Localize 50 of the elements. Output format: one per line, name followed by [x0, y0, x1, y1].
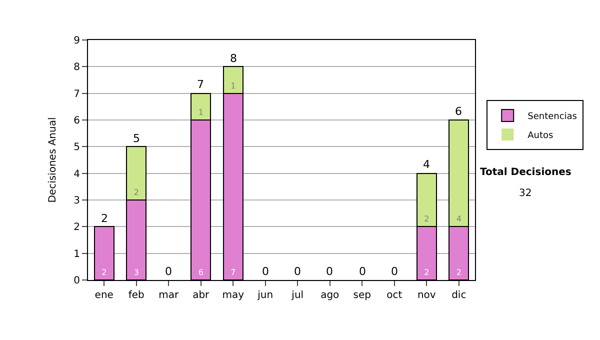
data-label: 7 [230, 268, 236, 277]
data-label: 1 [198, 108, 204, 117]
x-tick-label: ene [94, 290, 114, 301]
total-label: 4 [423, 158, 430, 171]
y-tick-label: 2 [74, 222, 80, 234]
x-tick-label: jul [290, 290, 304, 301]
y-tick-label: 4 [74, 168, 80, 180]
x-tick-label: sep [353, 290, 371, 301]
x-tick-label: jun [256, 290, 274, 301]
data-label: 2 [134, 188, 139, 197]
y-tick-label: 1 [74, 248, 80, 260]
x-tick-label: ago [320, 290, 340, 301]
total-label: 5 [133, 132, 140, 145]
x-tick-label: nov [417, 290, 436, 301]
total-label: 2 [101, 212, 108, 225]
x-tick-label: abr [192, 290, 210, 301]
y-tick-label: 6 [74, 116, 80, 126]
y-tick-label: 9 [74, 36, 80, 46]
x-tick-label: may [222, 290, 244, 301]
y-tick-label: 7 [74, 88, 80, 100]
y-axis-title: Decisiones Anual [48, 117, 59, 203]
data-label: 6 [198, 268, 204, 277]
x-tick-label: dic [452, 290, 466, 301]
y-tick-label: 5 [74, 142, 80, 154]
total-label: 0 [359, 265, 366, 278]
data-label: 4 [456, 214, 462, 224]
total-label: 8 [230, 52, 237, 65]
text: 32 [519, 188, 532, 199]
x-tick-label: feb [128, 290, 144, 301]
total-label: 0 [326, 265, 333, 278]
y-tick-label: 8 [74, 62, 80, 74]
total-label: 7 [197, 78, 204, 91]
text: Total Decisiones [480, 167, 572, 178]
total-label: 6 [455, 105, 462, 118]
data-label: 1 [230, 81, 236, 90]
data-label: 2 [424, 214, 430, 224]
y-tick-label: 3 [74, 196, 80, 206]
x-tick-label: oct [386, 290, 402, 301]
total-label: 0 [294, 265, 301, 278]
total-label: 0 [391, 265, 398, 278]
y-tick-label: 0 [74, 276, 80, 286]
total-label: 0 [165, 265, 172, 278]
data-label: 2 [424, 268, 430, 277]
data-label: 2 [102, 268, 107, 277]
legend-label: Autos [528, 131, 554, 142]
data-label: 2 [456, 268, 462, 277]
x-tick-label: mar [158, 290, 180, 301]
data-label: 3 [134, 268, 139, 277]
total-label: 0 [262, 265, 269, 278]
legend-label: Sentencias [528, 112, 578, 122]
